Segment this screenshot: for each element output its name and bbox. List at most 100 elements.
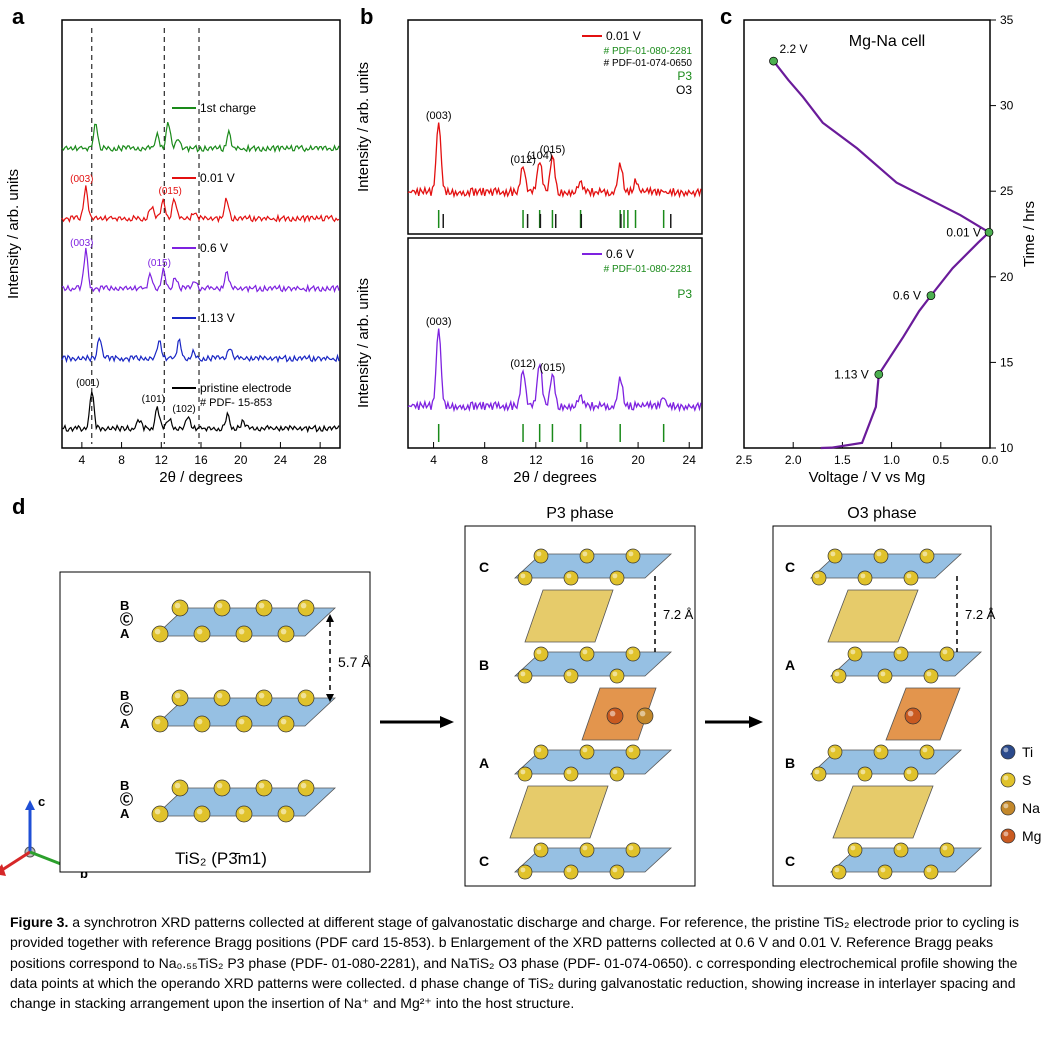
svg-text:(015): (015) <box>159 186 182 197</box>
svg-text:C: C <box>785 853 795 869</box>
svg-text:B: B <box>785 755 795 771</box>
panel-label-a: a <box>12 4 24 30</box>
svg-text:1.5: 1.5 <box>834 453 851 467</box>
svg-text:20: 20 <box>234 453 248 467</box>
svg-text:O3: O3 <box>676 83 692 97</box>
svg-text:P3: P3 <box>677 287 692 301</box>
svg-text:B: B <box>479 657 489 673</box>
svg-text:2θ / degrees: 2θ / degrees <box>513 469 596 486</box>
svg-text:A: A <box>120 626 130 641</box>
svg-text:Ti: Ti <box>1022 744 1033 760</box>
svg-text:Voltage / V vs Mg: Voltage / V vs Mg <box>809 469 926 486</box>
svg-text:Intensity / arb. units: Intensity / arb. units <box>355 62 372 192</box>
svg-text:c: c <box>38 794 45 809</box>
svg-text:(012): (012) <box>510 358 536 370</box>
svg-text:1st charge: 1st charge <box>200 101 256 115</box>
svg-text:12: 12 <box>155 453 169 467</box>
svg-text:12: 12 <box>529 453 543 467</box>
svg-text:Time / hrs: Time / hrs <box>1021 201 1038 267</box>
caption-text: a synchrotron XRD patterns collected at … <box>10 914 1019 1011</box>
chart-c: 2.5 2.0 1.5 1.0 0.5 0.010 15 20 25 30 35 Voltage / … <box>714 0 1050 490</box>
svg-text:0.01 V: 0.01 V <box>606 29 641 43</box>
svg-text:Mg: Mg <box>1022 828 1041 844</box>
svg-text:5.7 Å: 5.7 Å <box>338 654 371 670</box>
svg-text:(001): (001) <box>76 378 99 389</box>
svg-text:0.6 V: 0.6 V <box>893 289 921 303</box>
svg-text:A: A <box>785 657 795 673</box>
svg-text:Mg-Na cell: Mg-Na cell <box>849 33 925 50</box>
chart-a: 4 8 12 16 20 24 28 2θ / degrees Intensity / arb.… <box>0 0 350 490</box>
svg-text:(015): (015) <box>540 362 566 374</box>
svg-text:(003): (003) <box>70 238 93 249</box>
svg-text:Ⓒ: Ⓒ <box>120 612 133 627</box>
svg-text:0.5: 0.5 <box>932 453 949 467</box>
svg-text:A: A <box>120 806 130 821</box>
svg-text:S: S <box>1022 772 1031 788</box>
svg-text:B: B <box>120 598 129 613</box>
svg-text:1.0: 1.0 <box>883 453 900 467</box>
svg-text:(003): (003) <box>426 110 452 122</box>
svg-text:30: 30 <box>1000 99 1014 113</box>
svg-text:B: B <box>120 688 129 703</box>
svg-text:Intensity / arb. units: Intensity / arb. units <box>355 278 372 408</box>
svg-text:C: C <box>479 853 489 869</box>
svg-text:C: C <box>479 559 489 575</box>
svg-text:C: C <box>785 559 795 575</box>
svg-text:25: 25 <box>1000 184 1014 198</box>
svg-text:0.0: 0.0 <box>982 453 999 467</box>
svg-text:8: 8 <box>481 453 488 467</box>
svg-text:1.13 V: 1.13 V <box>200 311 235 325</box>
svg-text:0.01 V: 0.01 V <box>200 171 235 185</box>
svg-text:2.5: 2.5 <box>736 453 753 467</box>
svg-text:(101): (101) <box>142 394 165 405</box>
svg-text:0.6 V: 0.6 V <box>200 241 228 255</box>
svg-text:16: 16 <box>194 453 208 467</box>
svg-text:20: 20 <box>1000 270 1014 284</box>
svg-text:# PDF- 15-853: # PDF- 15-853 <box>200 397 272 409</box>
svg-text:2.2 V: 2.2 V <box>780 42 808 56</box>
svg-text:1.13 V: 1.13 V <box>834 367 869 381</box>
panel-label-c: c <box>720 4 732 30</box>
svg-text:Na: Na <box>1022 800 1040 816</box>
svg-text:8: 8 <box>118 453 125 467</box>
svg-text:TiS₂ (P3̄m1): TiS₂ (P3̄m1) <box>175 849 267 868</box>
svg-text:10: 10 <box>1000 441 1014 455</box>
svg-text:15: 15 <box>1000 355 1014 369</box>
structure-d: cabBⒸABⒸABⒸA5.7 ÅTiS₂ (P3̄m1)P3 phaseCBA… <box>0 492 1051 912</box>
svg-text:35: 35 <box>1000 13 1014 27</box>
svg-text:16: 16 <box>580 453 594 467</box>
svg-text:4: 4 <box>79 453 86 467</box>
svg-text:Intensity / arb. units: Intensity / arb. units <box>5 169 22 299</box>
svg-text:0.6 V: 0.6 V <box>606 247 634 261</box>
svg-text:2.0: 2.0 <box>785 453 802 467</box>
svg-text:Ⓒ: Ⓒ <box>120 792 133 807</box>
svg-text:Ⓒ: Ⓒ <box>120 702 133 717</box>
svg-text:7.2 Å: 7.2 Å <box>965 607 996 622</box>
svg-text:P3 phase: P3 phase <box>546 505 614 522</box>
svg-text:7.2 Å: 7.2 Å <box>663 607 694 622</box>
svg-text:# PDF-01-080-2281: # PDF-01-080-2281 <box>604 264 693 275</box>
svg-text:24: 24 <box>683 453 697 467</box>
chart-b: (003)(012)(104)(015)0.01 V# PDF-01-080-2… <box>352 0 712 490</box>
svg-text:(003): (003) <box>70 174 93 185</box>
svg-text:(003): (003) <box>426 316 452 328</box>
svg-text:24: 24 <box>274 453 288 467</box>
svg-text:A: A <box>479 755 489 771</box>
svg-text:2θ / degrees: 2θ / degrees <box>159 469 242 486</box>
panel-label-d: d <box>12 494 25 520</box>
figure-caption: Figure 3. a synchrotron XRD patterns col… <box>10 912 1041 1013</box>
svg-text:P3: P3 <box>677 69 692 83</box>
svg-text:# PDF-01-080-2281: # PDF-01-080-2281 <box>604 46 693 57</box>
svg-text:(102): (102) <box>172 404 195 415</box>
svg-text:(015): (015) <box>540 144 566 156</box>
svg-text:A: A <box>120 716 130 731</box>
svg-text:(015): (015) <box>148 258 171 269</box>
svg-text:28: 28 <box>313 453 327 467</box>
panel-label-b: b <box>360 4 373 30</box>
svg-text:# PDF-01-074-0650: # PDF-01-074-0650 <box>604 58 693 69</box>
caption-prefix: Figure 3. <box>10 914 72 930</box>
svg-text:B: B <box>120 778 129 793</box>
svg-text:pristine electrode: pristine electrode <box>200 381 292 395</box>
svg-text:20: 20 <box>631 453 645 467</box>
svg-text:0.01 V: 0.01 V <box>946 225 981 239</box>
